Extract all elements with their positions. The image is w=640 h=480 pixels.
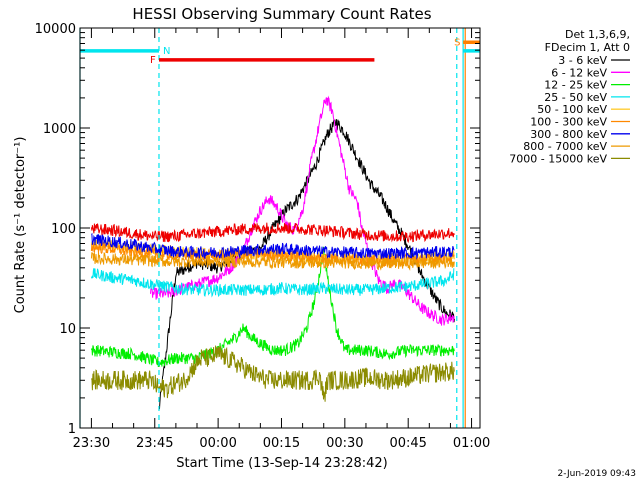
series-line-6	[91, 232, 455, 261]
legend-label: 3 - 6 keV	[558, 54, 607, 67]
legend-header-line-2: FDecim 1, Att 0	[545, 41, 630, 54]
y-tick-label: 10000	[35, 22, 76, 37]
y-tick-label: 10	[59, 322, 76, 337]
series-line-7	[90, 252, 455, 271]
flag-label-S: S	[454, 37, 460, 48]
y-axis-label: Count Rate (s⁻¹ detector⁻¹)	[13, 137, 28, 314]
x-tick-label: 23:45	[136, 436, 173, 451]
series-line-3	[90, 268, 455, 298]
series-line-2	[90, 246, 455, 368]
x-tick-label: 00:30	[326, 436, 363, 451]
x-tick-label: 00:00	[199, 436, 236, 451]
x-tick-label: 00:45	[389, 436, 426, 451]
axes: 1 10 100 1000 10000 23:30 23:45 00:00 00:15 00:30…	[35, 22, 491, 451]
x-tick-label: 01:00	[453, 436, 490, 451]
x-tick-label: 23:30	[73, 436, 110, 451]
legend-label: 100 - 300 keV	[530, 116, 607, 129]
legend-header-line-1: Det 1,3,6,9,	[565, 28, 630, 41]
x-axis-label: Start Time (13-Sep-14 23:28:42)	[176, 456, 387, 471]
legend-label: 50 - 100 keV	[537, 103, 607, 116]
plot-frame	[79, 27, 481, 429]
legend-label: 7000 - 15000 keV	[509, 152, 607, 165]
legend-label: 6 - 12 keV	[551, 66, 607, 79]
y-tick-label: 1000	[43, 122, 76, 137]
legend-label: 300 - 800 keV	[530, 128, 607, 141]
x-tick-label: 00:15	[263, 436, 300, 451]
footer-date: 2-Jun-2019 09:43	[558, 469, 637, 479]
flag-label-N: N	[163, 46, 170, 57]
legend-label: 800 - 7000 keV	[523, 140, 607, 153]
legend-label: 25 - 50 keV	[544, 91, 607, 104]
series-line-9	[90, 222, 455, 244]
y-tick-label: 1	[68, 422, 76, 437]
legend-label: 12 - 25 keV	[544, 79, 607, 92]
flag-label-F: F	[150, 55, 156, 66]
y-tick-label: 100	[51, 222, 76, 237]
plot-area: NF S	[79, 28, 480, 428]
chart-title: HESSI Observing Summary Count Rates	[132, 5, 431, 23]
series-line-8	[90, 344, 455, 402]
